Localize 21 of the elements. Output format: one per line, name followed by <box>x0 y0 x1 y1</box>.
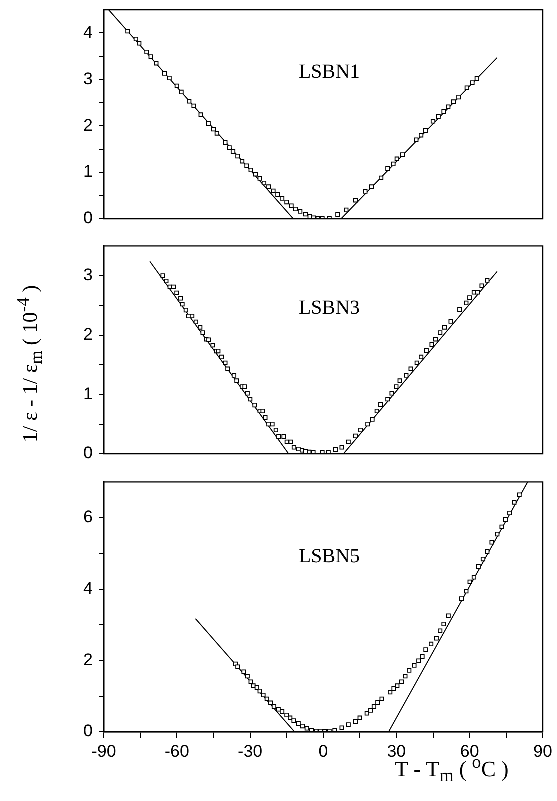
y-tick-label: 0 <box>84 722 93 740</box>
y-tick-label: 2 <box>84 650 93 670</box>
x-tick-label: -30 <box>238 742 263 761</box>
y-tick-label: 0 <box>84 444 93 462</box>
x-tick-label: -60 <box>164 742 190 761</box>
annotation: LSBN5 <box>298 545 360 568</box>
annotation: LSBN1 <box>298 60 360 83</box>
y-tick-label: 2 <box>84 116 93 135</box>
x-tick-label: 0 <box>318 742 328 761</box>
y-tick-label: 3 <box>84 69 93 88</box>
annotation: LSBN3 <box>298 296 360 319</box>
x-tick-label: -90 <box>92 742 116 761</box>
y-tick-label: 0 <box>84 208 93 228</box>
y-tick-label: 6 <box>84 507 93 526</box>
y-tick-label: 3 <box>84 265 93 284</box>
y-tick-label: 1 <box>84 162 93 182</box>
y-tick-label: 4 <box>84 22 93 42</box>
y-tick-label: 4 <box>84 578 93 598</box>
y-tick-label: 2 <box>84 324 93 344</box>
y-tick-label: 1 <box>84 384 93 404</box>
x-tick-label: 90 <box>534 742 552 761</box>
